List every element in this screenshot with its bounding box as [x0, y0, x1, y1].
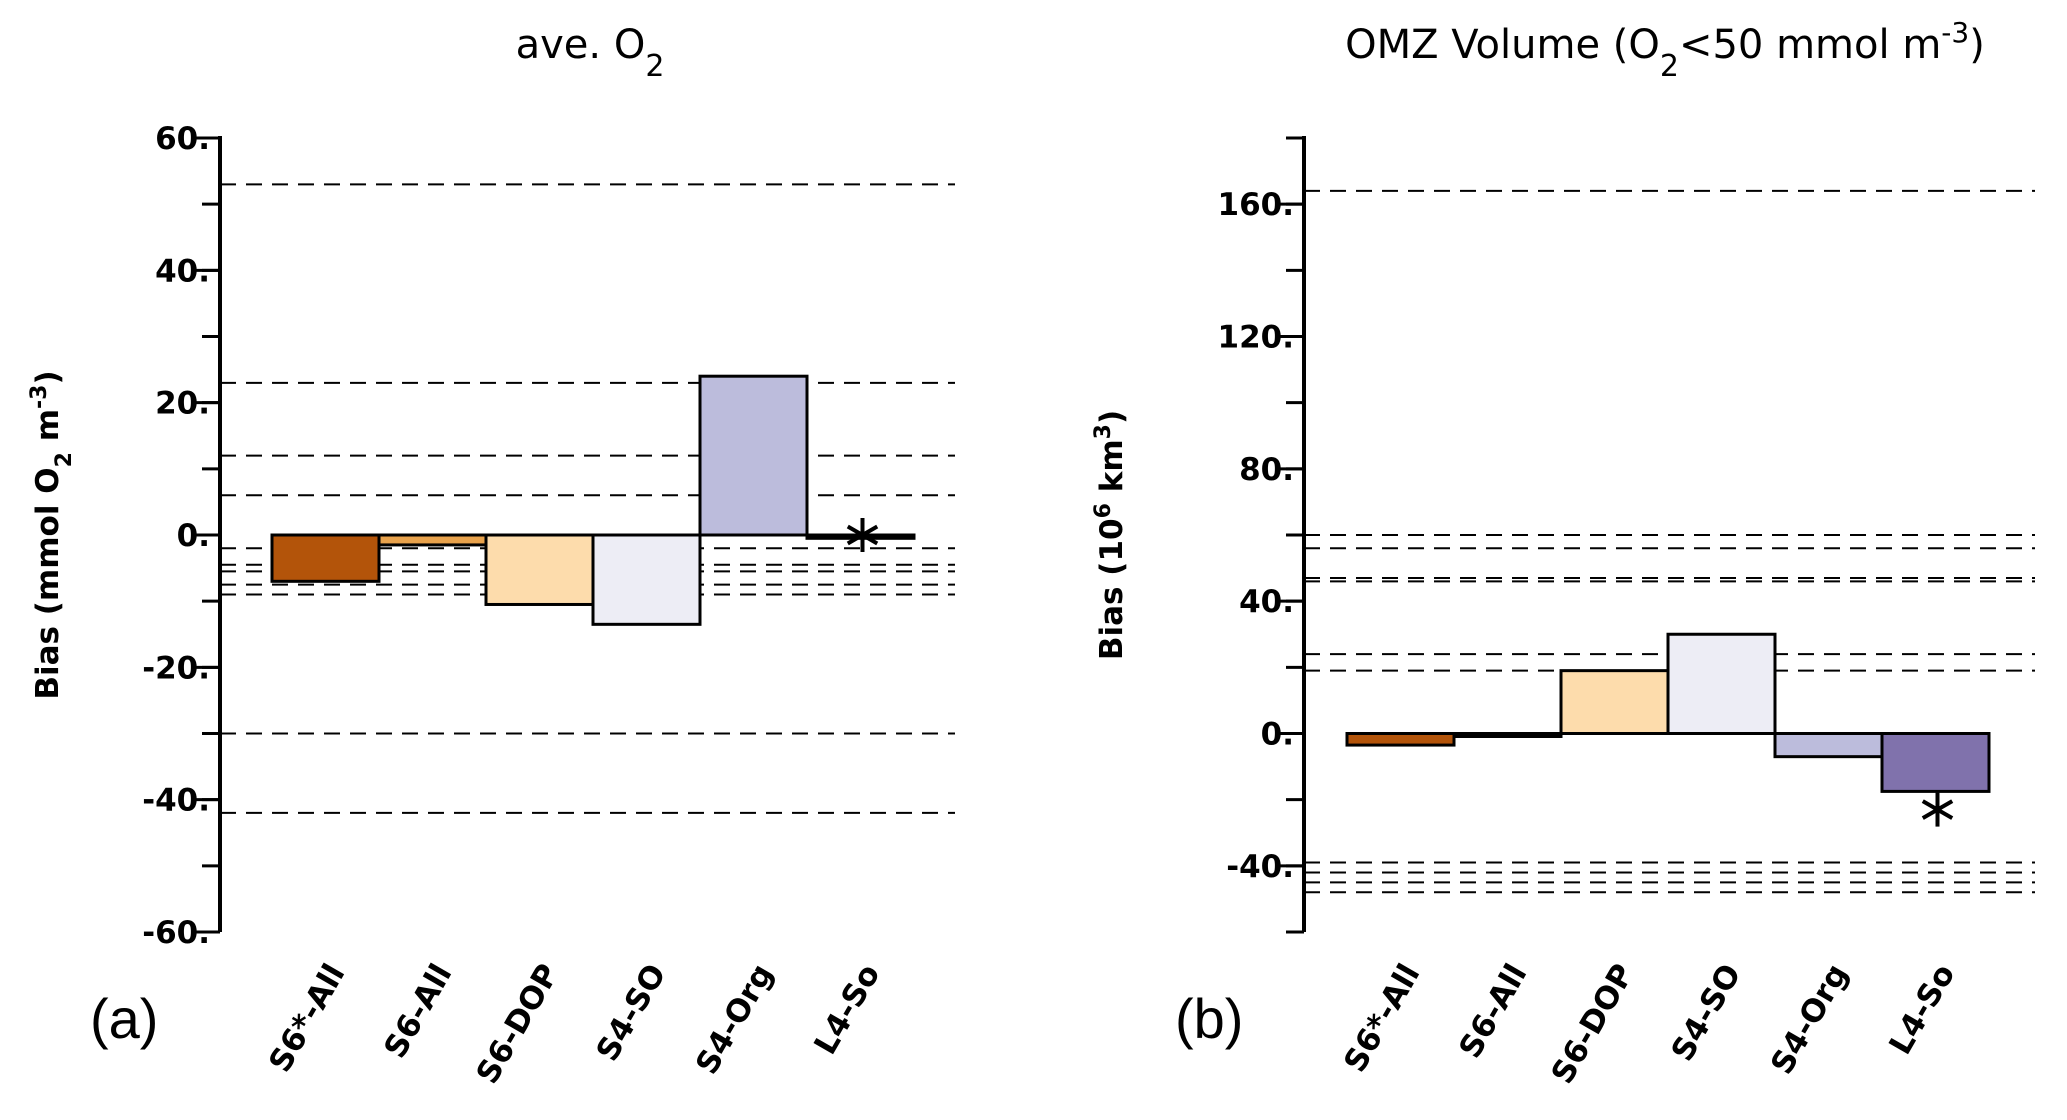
y-axis-label: Bias (mmol O2 m-3) [27, 370, 77, 699]
panel-title: ave. O2 [516, 22, 665, 84]
panel-title: OMZ Volume (O2<50 mmol m-3) [1345, 16, 1985, 84]
bar-l4-so [1880, 732, 1991, 793]
x-category-label: S6-All [377, 958, 459, 1064]
x-category-label: S6*-All [1337, 958, 1427, 1078]
x-category-label: S4-Org [1764, 958, 1855, 1080]
y-tick-label: 120. [1218, 320, 1295, 356]
y-label-subscript: 2 [52, 452, 77, 467]
y-label-text: m [30, 409, 66, 452]
x-category-label: S6-DOP [469, 958, 566, 1090]
y-tick-label: 20. [155, 386, 210, 422]
y-tick-label: 40. [155, 253, 210, 289]
y-tick-label: 60. [155, 121, 210, 157]
bar-s6-dop [484, 533, 595, 606]
bar-s6-all [1345, 732, 1456, 747]
x-category-label: L4-So [807, 958, 887, 1061]
star-marker [846, 518, 879, 552]
bar-s4-org [698, 374, 809, 537]
y-tick-label: 0. [177, 518, 210, 554]
x-category-label: S4-SO [590, 958, 674, 1067]
chart-panel-b: -40.0.40.80.120.160.S6*-All S6-All S6-DOP S… [1091, 16, 2035, 1090]
title-text: ave. O [516, 22, 646, 68]
y-label-superscript: 3 [1091, 424, 1116, 439]
star-stroke [846, 524, 879, 546]
y-label-superscript: -3 [27, 385, 52, 409]
title-text: ) [1969, 22, 1985, 68]
y-tick-label: -40. [1226, 849, 1294, 885]
y-label-text: ) [30, 370, 66, 384]
y-tick-label: -40. [142, 783, 210, 819]
y-tick-label: -60. [142, 915, 210, 951]
y-label-text: ) [1094, 410, 1130, 424]
title-subscript: 2 [645, 49, 664, 84]
y-tick-label: 80. [1239, 452, 1294, 488]
title-superscript: -3 [1941, 16, 1969, 49]
title-text: <50 mmol m [1679, 22, 1941, 68]
panel-letter: (a) [90, 987, 158, 1050]
x-category-label: S4-SO [1665, 958, 1749, 1067]
title-subscript: 2 [1660, 49, 1679, 84]
bar-s6-dop [1559, 669, 1670, 735]
panel-letter: (b) [1175, 987, 1243, 1050]
y-label-text: km [1094, 439, 1130, 503]
bar-s6-all [270, 533, 381, 583]
chart-panel-a: -60. -40. -20. 0. 20. 40. 60. S6*-All S6-All S6-D… [27, 22, 955, 1090]
bar-s4-org [1773, 732, 1884, 759]
x-category-label: S6-All [1452, 958, 1534, 1064]
y-label-text: Bias (mmol O [30, 467, 66, 699]
y-tick-label: 0. [1261, 717, 1294, 753]
y-axis-label: Bias (106 km3) [1091, 410, 1131, 660]
bar-s4-so [591, 533, 702, 626]
title-text: OMZ Volume (O [1345, 22, 1660, 68]
star-marker [1921, 792, 1954, 827]
y-tick-label: 160. [1218, 187, 1295, 223]
x-category-label: S6-DOP [1544, 958, 1641, 1090]
y-tick-label: -20. [142, 650, 210, 686]
y-label-text: Bias (10 [1094, 518, 1130, 660]
bar-s4-so [1666, 632, 1777, 735]
x-category-label: L4-So [1882, 958, 1962, 1061]
x-category-label: S4-Org [689, 958, 780, 1080]
star-stroke [1921, 799, 1954, 820]
y-label-superscript: 6 [1091, 503, 1116, 518]
x-category-label: S6*-All [262, 958, 352, 1078]
y-tick-label: 40. [1239, 584, 1294, 620]
